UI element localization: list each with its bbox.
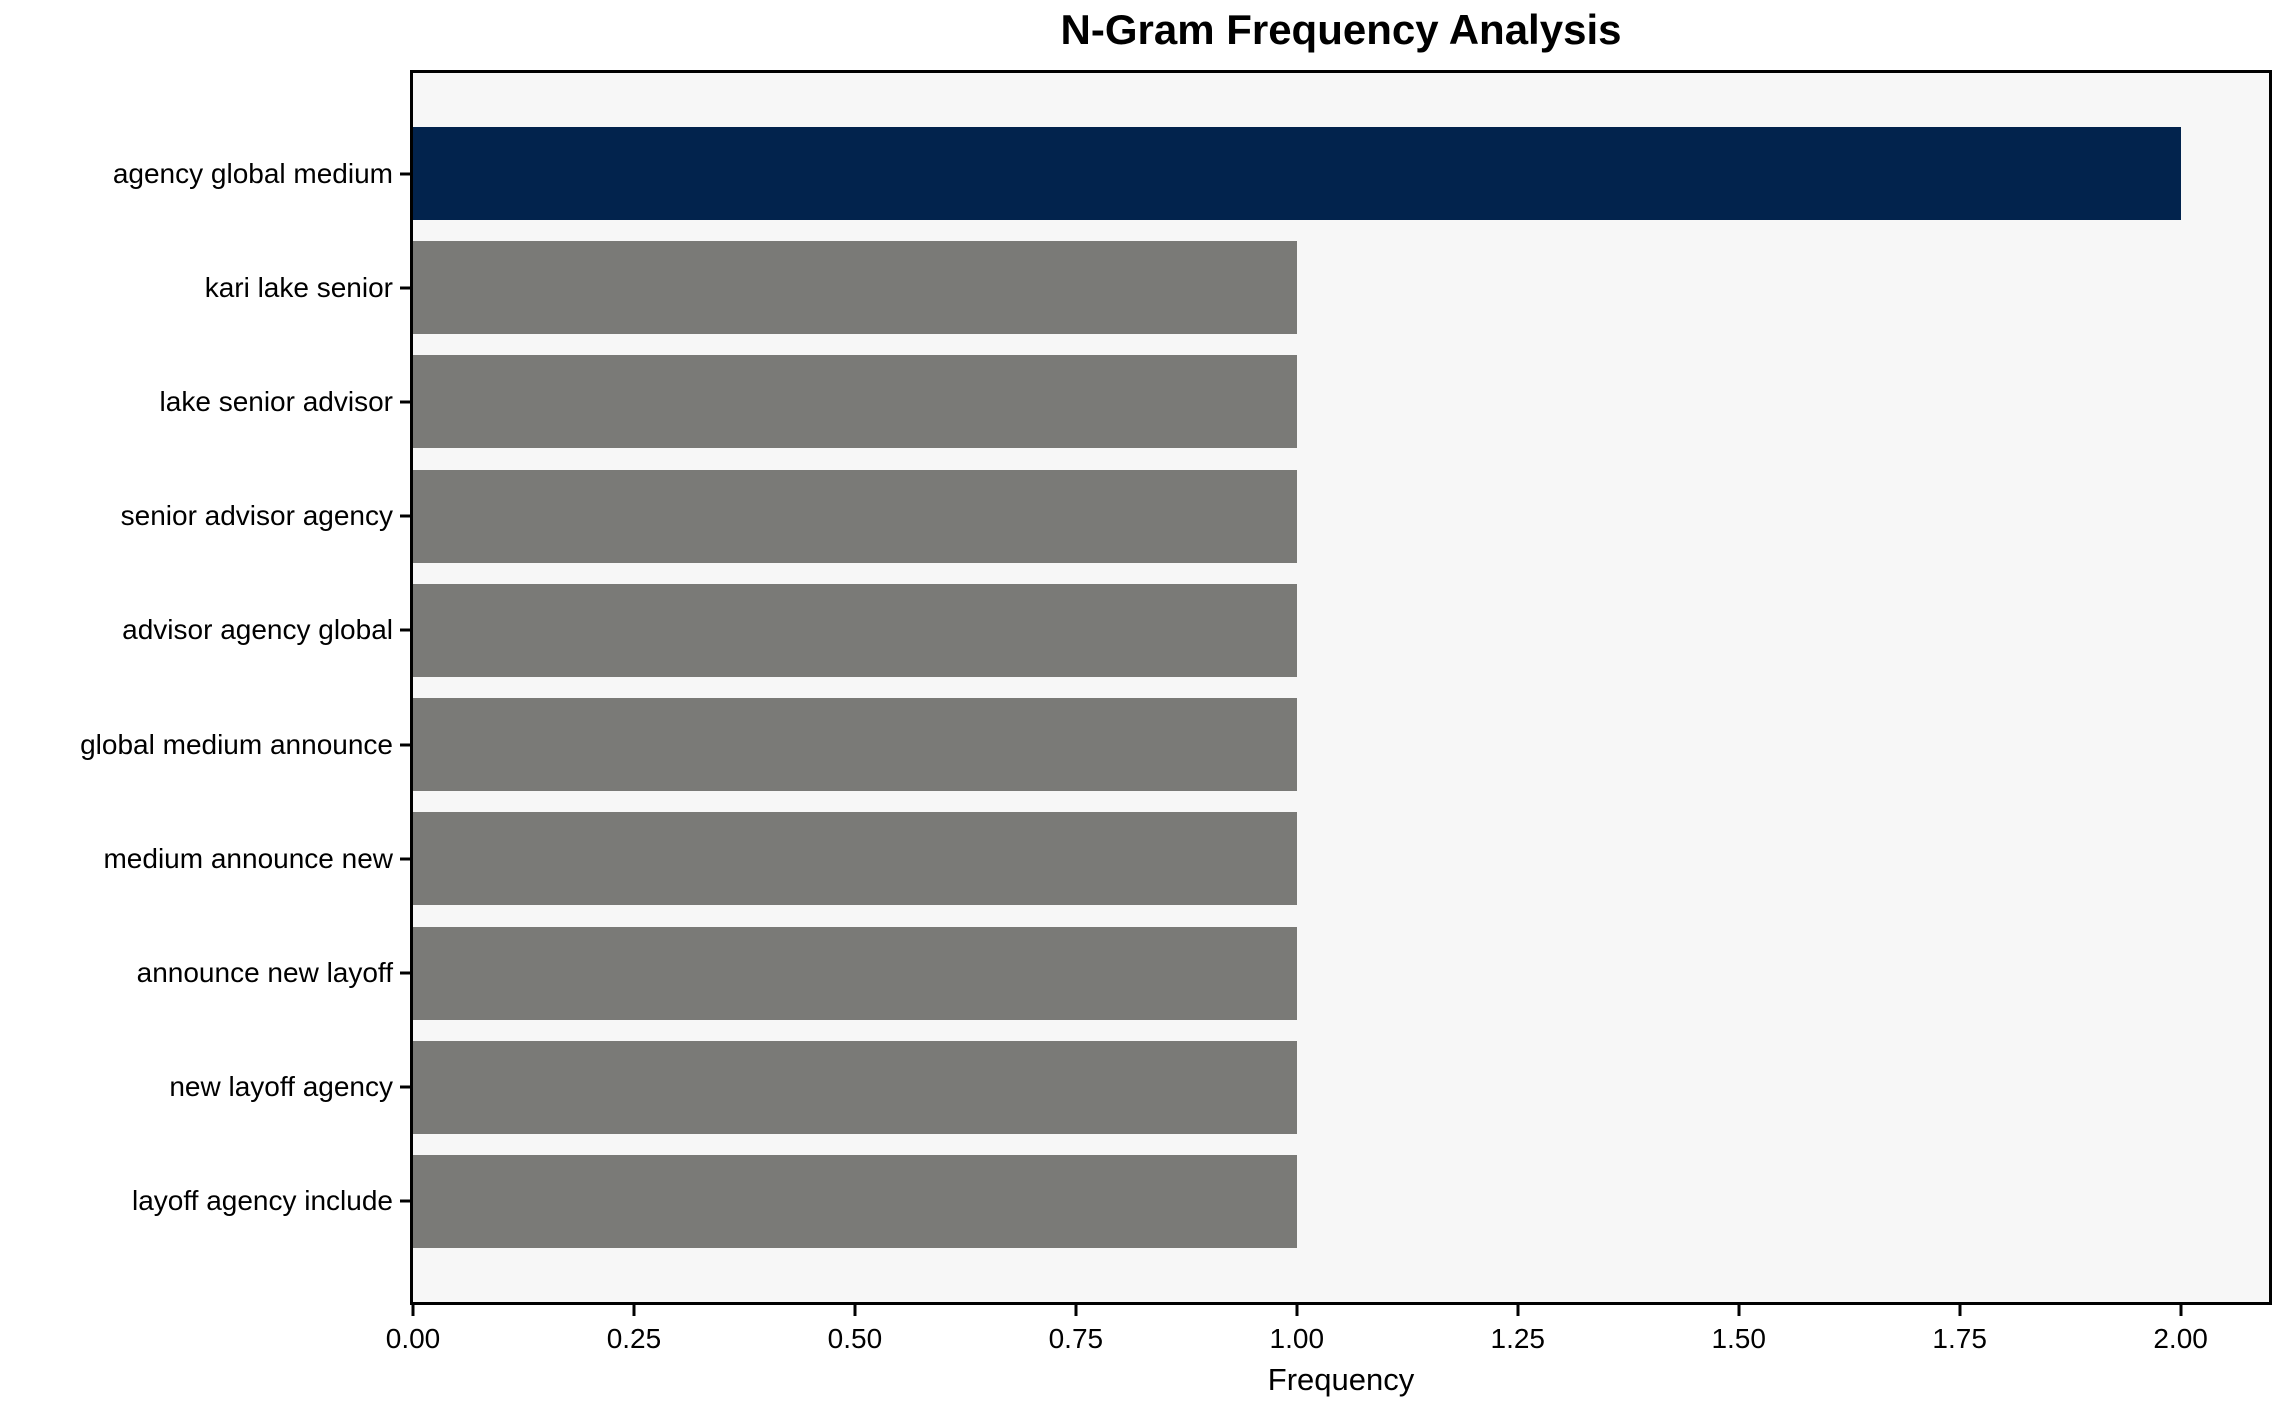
y-tick-label: announce new layoff (136, 957, 393, 989)
plot-area (410, 70, 2272, 1305)
y-tick-label: lake senior advisor (159, 385, 393, 417)
y-tick-label: layoff agency include (132, 1185, 393, 1217)
y-tick-mark (400, 857, 410, 861)
x-tick-mark (2179, 1305, 2183, 1316)
bar-new-layoff-agency (413, 1040, 1297, 1134)
x-tick-label: 0.50 (827, 1323, 883, 1354)
x-tick-label: 1.50 (1711, 1323, 1766, 1354)
x-tick-label: 0.00 (385, 1323, 441, 1354)
x-tick-mark (632, 1305, 636, 1316)
x-tick-mark (1074, 1305, 1078, 1316)
x-tick-mark (411, 1305, 415, 1316)
bar-layoff-agency-include (413, 1154, 1297, 1248)
bar-advisor-agency-global (413, 583, 1297, 677)
x-tick-label: 1.00 (1269, 1323, 1325, 1354)
y-tick-label: advisor agency global (122, 614, 393, 646)
x-tick-mark (1516, 1305, 1520, 1316)
x-tick-label: 2.00 (2153, 1323, 2208, 1354)
y-tick-mark (400, 400, 410, 404)
bar-global-medium-announce (413, 698, 1297, 792)
x-tick-mark (1737, 1305, 1741, 1316)
y-tick-label: senior advisor agency (120, 500, 393, 532)
y-tick-mark (400, 1199, 410, 1203)
bar-medium-announce-new (413, 812, 1297, 906)
y-tick-label: medium announce new (103, 842, 393, 874)
bar-announce-new-layoff (413, 926, 1297, 1020)
x-tick-mark (1958, 1305, 1962, 1316)
y-tick-label: kari lake senior (204, 271, 393, 303)
y-tick-mark (400, 743, 410, 747)
y-tick-label: agency global medium (112, 157, 393, 189)
y-tick-mark (400, 628, 410, 632)
x-tick-label: 0.25 (606, 1323, 662, 1354)
x-tick-label: 0.75 (1048, 1323, 1104, 1354)
x-tick-mark (1295, 1305, 1299, 1316)
chart-title: N-Gram Frequency Analysis (1060, 6, 1622, 53)
bar-kari-lake-senior (413, 241, 1297, 335)
y-tick-label: new layoff agency (169, 1071, 393, 1103)
bar-lake-senior-advisor (413, 355, 1297, 449)
x-tick-label: 1.25 (1490, 1323, 1546, 1354)
x-axis-label: Frequency (1267, 1362, 1415, 1397)
x-tick-mark (853, 1305, 857, 1316)
y-tick-label: global medium announce (80, 728, 393, 760)
y-tick-mark (400, 971, 410, 975)
y-tick-mark (400, 514, 410, 518)
y-tick-mark (400, 172, 410, 175)
bar-senior-advisor-agency (413, 469, 1297, 563)
y-tick-mark (400, 1085, 410, 1089)
y-tick-mark (400, 286, 410, 290)
x-tick-label: 1.75 (1932, 1323, 1987, 1354)
bar-agency-global-medium (413, 127, 2181, 220)
